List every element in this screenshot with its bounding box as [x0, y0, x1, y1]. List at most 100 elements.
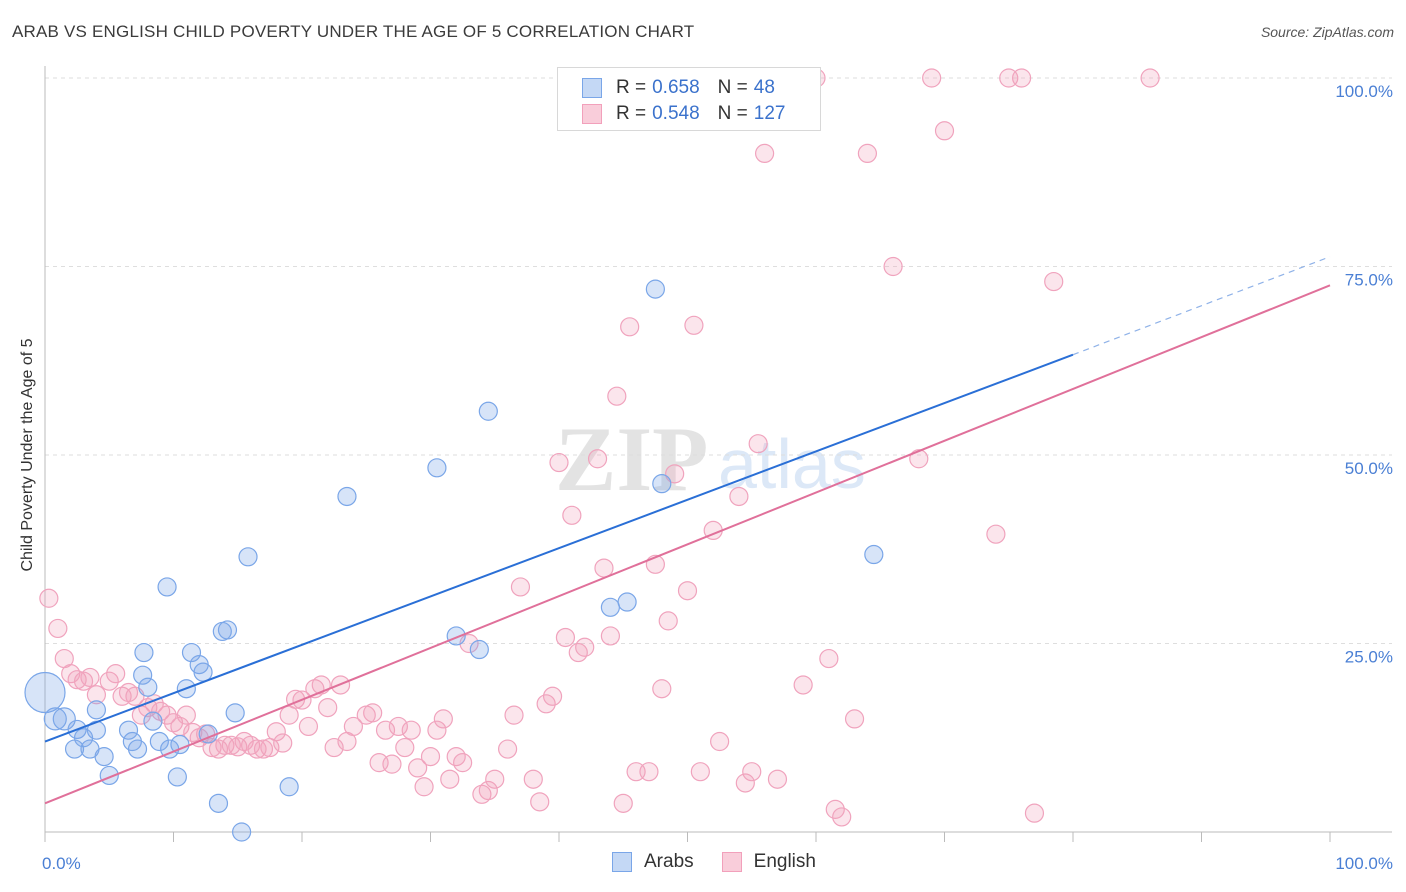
english-point	[1044, 271, 1064, 292]
english-point	[80, 667, 100, 688]
english-point	[157, 705, 177, 725]
english-point	[652, 679, 672, 699]
arabs-point	[238, 547, 258, 567]
english-point	[639, 762, 659, 782]
english-point	[555, 627, 576, 648]
arabs-point	[217, 620, 238, 640]
english-point	[382, 754, 402, 774]
english-point	[504, 705, 524, 725]
english-point	[485, 769, 505, 789]
arabs-trend-extension	[1072, 256, 1331, 356]
arabs-point	[193, 662, 213, 682]
arabs-point	[427, 458, 447, 478]
arabs-point	[149, 731, 169, 752]
watermark: ZIP atlas	[555, 408, 866, 510]
y-tick-label: 25.0%	[1345, 648, 1393, 667]
english-point	[857, 143, 878, 163]
arabs-point	[118, 720, 139, 740]
english-point	[1011, 68, 1032, 88]
english-point	[1024, 803, 1045, 823]
english-point	[665, 464, 685, 484]
english-point	[587, 449, 608, 469]
english-point	[613, 793, 633, 813]
english-point	[99, 671, 119, 691]
x-tick-label: 100.0%	[1335, 854, 1393, 873]
english-point	[478, 780, 498, 801]
english-point	[767, 769, 788, 789]
english-point	[742, 762, 762, 782]
english-legend-label: English	[753, 851, 816, 872]
arabs-point	[157, 577, 177, 597]
english-point	[266, 722, 286, 742]
english-point	[1140, 68, 1160, 88]
arabs-point	[645, 279, 665, 299]
watermark-atlas: atlas	[718, 425, 866, 503]
english-point	[221, 735, 241, 755]
english-point	[832, 807, 852, 827]
arabs-r-value: 0.658	[652, 77, 700, 98]
english-point	[106, 664, 126, 684]
english-r-value: 0.548	[652, 103, 700, 124]
english-point	[395, 737, 415, 758]
arabs-point	[864, 544, 884, 565]
english-r-label: R =	[616, 103, 647, 124]
english-point	[427, 720, 447, 740]
english-point	[568, 642, 588, 663]
english-point	[408, 758, 428, 778]
english-point	[343, 716, 363, 737]
english-point	[883, 256, 903, 277]
arabs-point	[600, 597, 621, 617]
arabs-point	[94, 746, 114, 767]
arabs-point	[86, 700, 107, 720]
arabs-r-label: R =	[616, 77, 647, 98]
english-point	[253, 739, 274, 759]
arabs-point	[617, 592, 637, 612]
english-swatch	[582, 104, 602, 124]
english-point	[819, 648, 839, 669]
english-point	[575, 637, 595, 657]
english-point	[825, 799, 845, 819]
english-point	[934, 121, 955, 141]
arabs-point	[337, 486, 357, 507]
legend-item-english: English	[721, 851, 816, 873]
english-point	[658, 611, 678, 631]
english-point	[414, 777, 434, 797]
english-point	[986, 524, 1006, 544]
english-point	[433, 709, 453, 729]
english-point	[607, 386, 627, 406]
arabs-swatch	[582, 78, 602, 98]
arabs-n-label: N =	[717, 77, 748, 98]
english-n-label: N =	[717, 103, 748, 124]
english-point	[86, 685, 107, 705]
watermark-zip: ZIP	[555, 408, 708, 510]
legend-row-arabs: R = 0.658 N = 48	[582, 75, 775, 101]
arabs-point	[43, 707, 67, 731]
english-trend-line	[44, 284, 1331, 805]
english-point	[536, 694, 556, 714]
series-legend: Arabs English	[612, 851, 844, 873]
english-point	[600, 626, 621, 646]
arabs-point	[225, 703, 245, 723]
english-point	[440, 769, 460, 789]
arabs-point	[279, 777, 299, 797]
english-legend-swatch	[721, 852, 742, 872]
arabs-point	[127, 739, 148, 759]
english-point	[710, 731, 730, 752]
english-point	[401, 720, 421, 740]
arabs-legend-label: Arabs	[644, 851, 694, 872]
legend-item-arabs: Arabs	[612, 851, 694, 873]
arabs-point	[133, 665, 153, 685]
arabs-point	[232, 822, 252, 842]
english-point	[542, 686, 563, 706]
axes	[44, 66, 1392, 842]
english-point	[530, 792, 550, 812]
english-point	[690, 762, 710, 782]
english-point	[39, 588, 59, 608]
english-point	[48, 618, 68, 639]
english-point	[684, 315, 704, 335]
arabs-trend-line	[44, 353, 1074, 743]
y-tick-label: 75.0%	[1345, 271, 1393, 290]
english-point	[523, 769, 543, 789]
legend-row-english: R = 0.548 N = 127	[582, 101, 785, 127]
english-point	[748, 434, 768, 454]
